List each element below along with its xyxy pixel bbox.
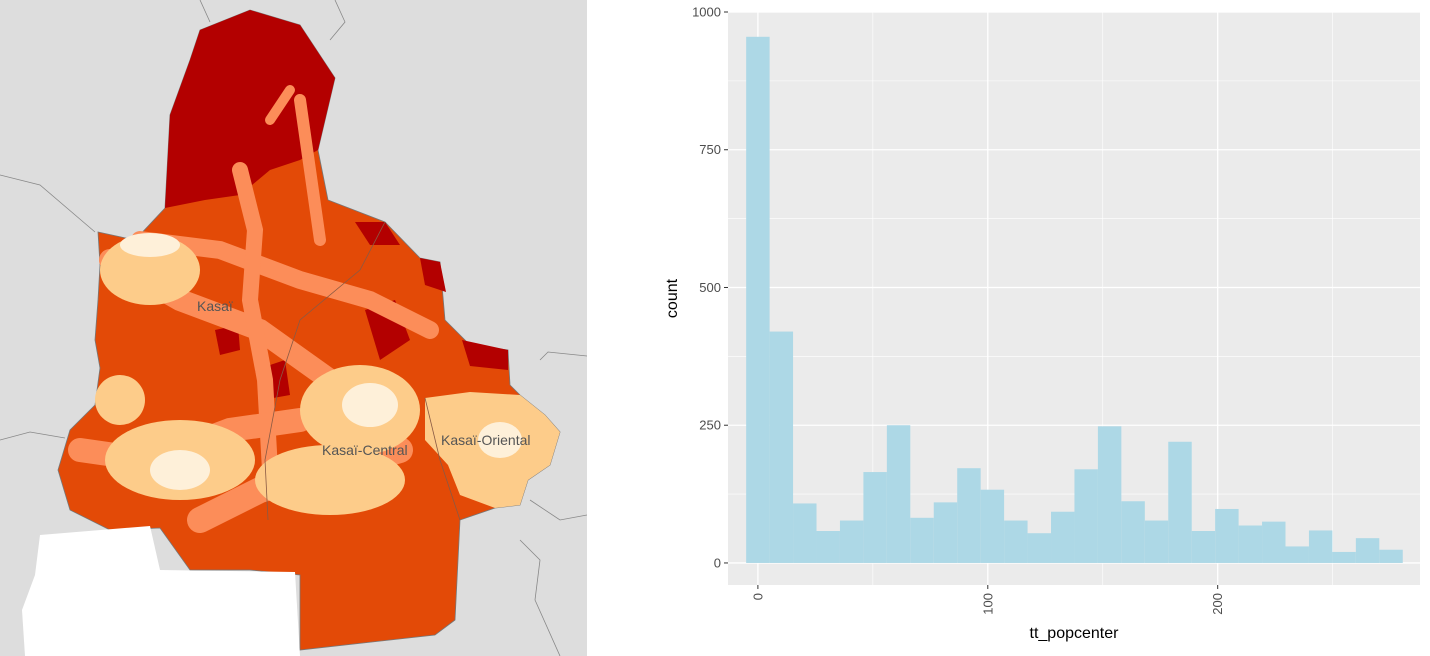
histogram-bar	[886, 425, 911, 563]
histogram-bar	[910, 517, 934, 563]
histogram-bar	[1332, 551, 1356, 563]
x-axis-title: tt_popcenter	[1030, 625, 1120, 642]
histogram-bar	[1121, 501, 1145, 563]
histogram-bar	[1097, 426, 1122, 563]
plot-background	[728, 12, 1420, 585]
region-label-kasai-oriental: Kasaï-Oriental	[441, 432, 530, 448]
y-tick-label: 0	[714, 555, 721, 570]
x-tick-label: 0	[750, 593, 765, 600]
histogram-bar	[769, 331, 794, 563]
map-canvas: Kasaï Kasaï-Central Kasaï-Oriental	[0, 0, 587, 656]
travel-time-map: Kasaï Kasaï-Central Kasaï-Oriental	[0, 0, 587, 656]
x-tick-label: 200	[1210, 593, 1225, 615]
histogram-bar	[1074, 469, 1098, 563]
histogram-bar	[839, 520, 864, 563]
histogram-bar	[980, 489, 1005, 563]
y-tick-label: 250	[699, 418, 721, 433]
histogram-bar	[1027, 533, 1052, 563]
region-label-kasai: Kasaï	[197, 298, 233, 314]
histogram-bar	[1004, 520, 1028, 563]
far-travel-zones	[165, 10, 508, 400]
histogram-bar	[793, 503, 817, 563]
histogram-bar	[1308, 530, 1333, 563]
region-label-kasai-central: Kasaï-Central	[322, 442, 408, 458]
masked-area	[22, 526, 300, 656]
y-axis-title: count	[664, 278, 681, 318]
x-tick-label: 100	[980, 593, 995, 615]
y-tick-label: 750	[699, 142, 721, 157]
histogram-bar	[1285, 546, 1309, 563]
histogram-bars	[746, 36, 1403, 563]
histogram-bar	[1168, 441, 1192, 563]
histogram-bar	[816, 531, 840, 563]
histogram-bar	[1215, 508, 1239, 563]
histogram-panel: 0 250 500 750 1000 0 100 200 count tt_popcente…	[600, 0, 1430, 656]
neighbour-boundaries	[0, 0, 587, 656]
histogram-chart: 0 250 500 750 1000 0 100 200 count tt_popcente…	[664, 5, 1420, 642]
histogram-bar	[1379, 549, 1403, 563]
x-axis: 0 100 200	[750, 585, 1225, 615]
histogram-bar	[1144, 520, 1169, 563]
near-travel-areas	[120, 233, 522, 490]
histogram-bar	[1051, 511, 1075, 563]
y-axis: 0 250 500 750 1000	[692, 5, 728, 570]
histogram-bar	[1355, 538, 1380, 563]
y-tick-label: 500	[699, 280, 721, 295]
histogram-bar	[957, 468, 981, 563]
y-tick-label: 1000	[692, 5, 721, 20]
histogram-bar	[746, 36, 770, 563]
histogram-bar	[1262, 521, 1286, 563]
province-boundaries	[264, 221, 461, 521]
histogram-bar	[1238, 525, 1263, 563]
histogram-bar	[1191, 531, 1216, 563]
histogram-bar	[863, 472, 887, 563]
histogram-bar	[933, 502, 958, 563]
